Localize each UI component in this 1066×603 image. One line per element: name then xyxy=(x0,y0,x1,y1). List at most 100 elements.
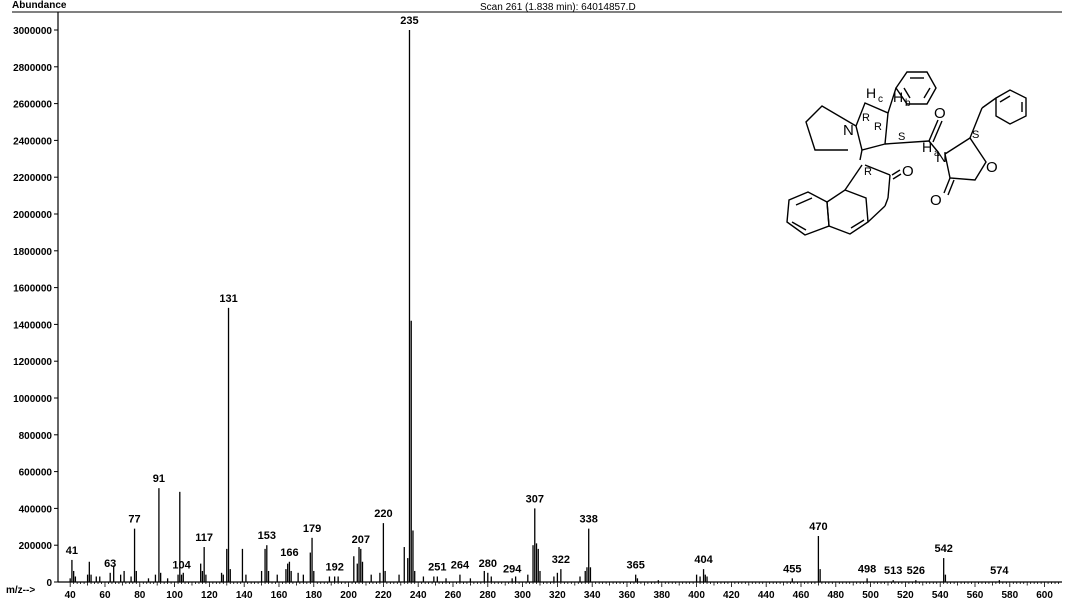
peak-label: 294 xyxy=(503,563,522,575)
peak-label: 264 xyxy=(451,560,470,572)
peak-label: 574 xyxy=(990,565,1009,577)
x-tick-label: 300 xyxy=(514,590,531,601)
x-tick-label: 320 xyxy=(549,590,566,601)
svg-text:a: a xyxy=(934,148,940,159)
svg-text:N: N xyxy=(936,149,947,166)
peak-labels: 41 63 77 91 104 117 131 153 166 179 192 207 220 235 25… xyxy=(66,15,1010,577)
svg-text:R: R xyxy=(874,121,882,133)
x-tick-label: 220 xyxy=(375,590,392,601)
x-axis-title: m/z--> xyxy=(6,585,36,596)
svg-text:H: H xyxy=(922,139,932,155)
peak-label: 365 xyxy=(627,560,645,572)
y-tick-label: 2200000 xyxy=(13,173,52,184)
peak-label: 166 xyxy=(280,547,298,559)
peak-label: 63 xyxy=(104,558,116,570)
y-tick-label: 0 xyxy=(46,578,52,589)
x-tick-label: 600 xyxy=(1036,590,1053,601)
x-tick-label: 560 xyxy=(967,590,984,601)
peak-label: 77 xyxy=(128,514,140,526)
y-tick-label: 2800000 xyxy=(13,63,52,74)
y-tick-label: 2000000 xyxy=(13,210,52,221)
x-tick-label: 340 xyxy=(584,590,601,601)
peak-label: 220 xyxy=(374,508,392,520)
y-tick-label: 1800000 xyxy=(13,247,52,258)
x-tick-label: 540 xyxy=(932,590,949,601)
x-tick-label: 420 xyxy=(723,590,740,601)
x-tick-label: 580 xyxy=(1001,590,1018,601)
molecule-structure xyxy=(786,71,1027,236)
peak-label: 104 xyxy=(172,560,191,572)
peak-label: 207 xyxy=(352,534,370,546)
peak-label: 235 xyxy=(400,15,418,27)
y-tick-label: 1400000 xyxy=(13,320,52,331)
peak-label: 131 xyxy=(219,293,237,305)
peak-label: 513 xyxy=(884,565,902,577)
svg-text:c: c xyxy=(878,94,883,105)
y-tick-label: 600000 xyxy=(19,468,53,479)
svg-text:O: O xyxy=(934,105,946,122)
x-tick-label: 40 xyxy=(65,590,77,601)
svg-text:R: R xyxy=(862,112,870,124)
x-tick-label: 60 xyxy=(99,590,111,601)
svg-text:H: H xyxy=(866,85,876,101)
y-tick-label: 200000 xyxy=(19,541,53,552)
y-tick-label: 2400000 xyxy=(13,136,52,147)
spectrum-peaks xyxy=(69,30,1001,582)
x-tick-label: 520 xyxy=(897,590,914,601)
svg-text:b: b xyxy=(905,98,911,109)
y-tick-label: 2600000 xyxy=(13,100,52,111)
x-tick-label: 380 xyxy=(653,590,670,601)
y-axis-ticks: 0 200000 400000 600000 800000 1000000 1200000 1… xyxy=(13,26,58,589)
y-tick-label: 1200000 xyxy=(13,357,52,368)
peak-label: 404 xyxy=(694,554,713,566)
x-tick-label: 180 xyxy=(305,590,322,601)
peak-label: 526 xyxy=(907,565,925,577)
peak-label: 338 xyxy=(580,514,598,526)
x-tick-label: 160 xyxy=(271,590,288,601)
peak-label: 542 xyxy=(934,543,952,555)
peak-label: 192 xyxy=(325,561,343,573)
peak-label: 117 xyxy=(195,532,213,544)
peak-label: 41 xyxy=(66,545,78,557)
x-tick-label: 100 xyxy=(166,590,183,601)
chart-title: Scan 261 (1.838 min): 64014857.D xyxy=(480,2,636,13)
x-tick-label: 360 xyxy=(619,590,636,601)
svg-text:N: N xyxy=(843,122,854,139)
peak-label: 498 xyxy=(858,563,876,575)
peak-label: 322 xyxy=(552,554,570,566)
x-tick-label: 480 xyxy=(827,590,844,601)
x-tick-label: 80 xyxy=(134,590,146,601)
svg-text:H: H xyxy=(893,89,903,105)
x-axis-ticks: 40 60 80 100 120 140 160 180 200 220 240 260 280 300 3… xyxy=(65,582,1059,601)
peak-label: 280 xyxy=(479,558,497,570)
svg-text:O: O xyxy=(986,159,998,176)
peak-label: 307 xyxy=(526,493,544,505)
x-tick-label: 440 xyxy=(758,590,775,601)
y-tick-label: 400000 xyxy=(19,504,53,515)
y-tick-label: 3000000 xyxy=(13,26,52,37)
x-tick-label: 140 xyxy=(236,590,253,601)
peak-label: 153 xyxy=(258,530,276,542)
x-tick-label: 200 xyxy=(340,590,357,601)
y-tick-label: 800000 xyxy=(19,431,53,442)
y-axis-title: Abundance xyxy=(12,0,67,11)
peak-label: 470 xyxy=(809,521,827,533)
peak-label: 455 xyxy=(783,563,801,575)
x-tick-label: 240 xyxy=(410,590,427,601)
x-tick-label: 460 xyxy=(793,590,810,601)
x-tick-label: 280 xyxy=(479,590,496,601)
y-tick-label: 1000000 xyxy=(13,394,52,405)
x-tick-label: 400 xyxy=(688,590,705,601)
svg-text:S: S xyxy=(898,131,905,143)
x-tick-label: 120 xyxy=(201,590,218,601)
svg-text:S: S xyxy=(972,129,979,141)
x-tick-label: 500 xyxy=(862,590,879,601)
x-tick-label: 260 xyxy=(445,590,462,601)
peak-label: 251 xyxy=(428,561,446,573)
molecule-atom-labels: H c H b H a N N O O O O R R R S S xyxy=(843,85,998,209)
svg-text:O: O xyxy=(930,192,942,209)
peak-label: 91 xyxy=(153,473,165,485)
peak-label: 179 xyxy=(303,523,321,535)
svg-text:R: R xyxy=(864,166,872,178)
